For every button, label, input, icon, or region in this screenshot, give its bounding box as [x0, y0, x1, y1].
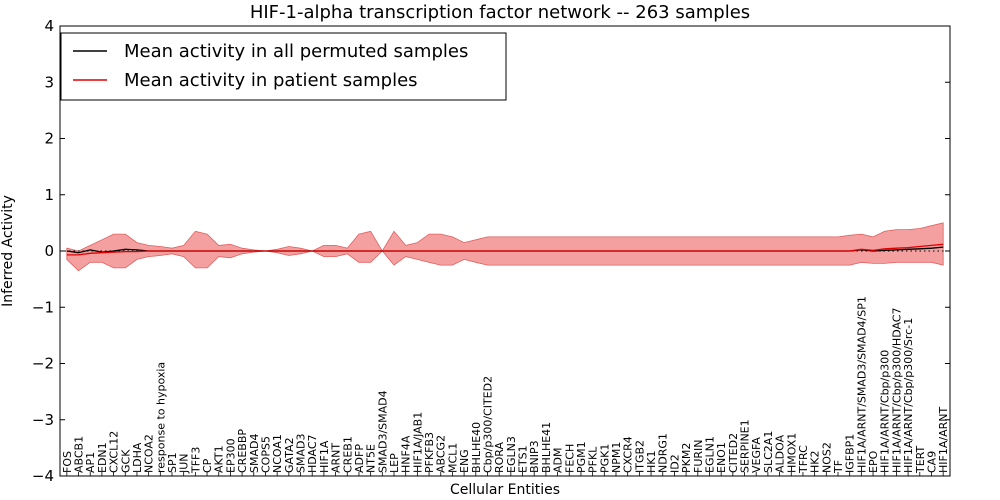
patient-mean-line — [66, 243, 944, 256]
x-tick-label: ETS1 — [517, 445, 530, 473]
x-tick-label: CXCL12 — [108, 431, 121, 473]
y-tick-label: 0 — [44, 242, 54, 260]
x-tick-label: HK1 — [645, 451, 658, 473]
legend-label: Mean activity in patient samples — [124, 70, 418, 91]
x-tick-label: TFF3 — [189, 447, 202, 474]
x-tick-label: GCK — [119, 449, 132, 473]
x-tick-label: FECH — [563, 444, 576, 473]
x-tick-label: BNIP3 — [528, 440, 541, 473]
x-tick-label: CREBBP — [236, 429, 249, 473]
x-tick-label: NT5E — [365, 444, 378, 473]
x-tick-label: CP — [201, 458, 214, 473]
x-tick-label: PFKFB3 — [423, 432, 436, 473]
x-tick-label: HMOX1 — [785, 433, 798, 473]
x-tick-label: ABCG2 — [435, 435, 448, 473]
x-tick-label: ITGB2 — [633, 440, 646, 473]
x-tick-label: SP1 — [166, 452, 179, 473]
x-tick-label: HIF1A/ARNT/Cbp/p300/HDAC7 — [890, 308, 903, 474]
y-tick-label: 1 — [44, 186, 54, 204]
x-tick-label: NPM1 — [610, 442, 623, 473]
x-tick-label: EGLN3 — [505, 436, 518, 473]
x-tick-label: TERT — [914, 445, 927, 474]
x-tick-label: HIF1A/ARNT — [937, 407, 950, 473]
x-tick-label: FURIN — [692, 440, 705, 474]
x-tick-label: BHLHE41 — [540, 422, 553, 473]
x-tick-label: CXCR4 — [622, 436, 635, 473]
legend-box — [60, 32, 507, 101]
x-tick-label: HIF1A/ARNT/Cbp/p300 — [879, 350, 892, 473]
x-tick-label: SLC2A1 — [762, 431, 775, 473]
x-tick-label: ABCB1 — [73, 436, 86, 473]
x-tick-label: AKT1 — [213, 445, 226, 473]
x-axis-title: Cellular Entities — [450, 482, 560, 498]
x-tick-label: ENG — [458, 449, 471, 473]
x-tick-label: MCL1 — [446, 443, 459, 473]
x-tick-label: PKM2 — [680, 443, 693, 473]
x-tick-label: PGK1 — [598, 444, 611, 473]
x-tick-label: EDN1 — [96, 442, 109, 473]
x-tick-label: response to hypoxia — [154, 362, 167, 473]
x-tick-label: SMAD3/SMAD4 — [376, 390, 389, 473]
legend: Mean activity in all permuted samples Mea… — [60, 32, 507, 101]
x-tick-label: HIF1A/ARNT/Cbp/p300/Src-1 — [902, 318, 915, 473]
y-tick-label: −4 — [32, 467, 54, 485]
x-tick-label: NDRG1 — [657, 433, 670, 473]
x-tick-label: GATA2 — [283, 437, 296, 473]
x-tick-label: BHLHE40 — [470, 422, 483, 473]
chart-title: HIF-1-alpha transcription factor network… — [250, 2, 750, 23]
y-tick-label: −1 — [32, 298, 54, 316]
x-tick-label: ADM — [552, 448, 565, 474]
y-axis-title: Inferred Activity — [0, 195, 16, 307]
x-tick-label: Cbp/p300/CITED2 — [482, 376, 495, 473]
x-tick-label: TFRC — [797, 445, 810, 474]
x-tick-label: ALDOA — [774, 434, 787, 473]
plot-area: −4 −3 −2 −1 0 1 2 3 4 FOSABCB1AP1EDN1CXCL12GCKLDH… — [32, 17, 951, 485]
x-tick-label: ENO1 — [715, 442, 728, 473]
x-tick-label: CREB1 — [341, 436, 354, 473]
x-tick-label: VEGFA — [750, 437, 763, 473]
x-tick-label: EGLN1 — [704, 436, 717, 473]
x-tick-label: CA9 — [926, 451, 939, 473]
x-tick-label: ARNT — [330, 443, 343, 473]
x-tick-label: SMAD4 — [248, 434, 261, 473]
legend-label: Mean activity in all permuted samples — [124, 41, 468, 62]
x-tick-label: FOS — [61, 451, 74, 473]
y-tick-label: 4 — [44, 17, 54, 35]
x-tick-label: NCOA2 — [143, 434, 156, 473]
x-tick-label: LDHA — [131, 442, 144, 473]
x-tick-label: HIF1A/ARNT/SMAD3/SMAD4/SP1 — [855, 296, 868, 473]
y-tick-label: 3 — [44, 73, 54, 91]
x-tick-label: RORA — [493, 442, 506, 473]
x-tick-label: AP1 — [84, 452, 97, 473]
y-tick-label: −2 — [32, 355, 54, 373]
x-tick-label: HIF1A — [318, 440, 331, 473]
x-tick-label: ADFP — [353, 444, 366, 473]
x-tick-label: IGFBP1 — [844, 434, 857, 473]
x-tick-label: COPS5 — [260, 436, 273, 473]
x-tick-label: NOS2 — [820, 442, 833, 473]
confidence-band — [66, 222, 944, 272]
x-tick-label: JUN — [178, 453, 191, 474]
x-tick-label: EP300 — [224, 438, 237, 473]
y-tick-label: −3 — [32, 411, 54, 429]
x-tick-label: SMAD3 — [295, 434, 308, 473]
x-tick-label: PGM1 — [575, 441, 588, 473]
x-tick-label: HIF1A/JAB1 — [411, 412, 424, 473]
x-tick-label: ID2 — [668, 454, 681, 473]
x-tick-label: EPO — [867, 450, 880, 473]
x-tick-label: HNF4A — [400, 435, 413, 473]
x-tick-label: SERPINE1 — [739, 419, 752, 473]
x-tick-label: LEP — [388, 453, 401, 473]
y-tick-label: 2 — [44, 130, 54, 148]
x-tick-label: NCOA1 — [271, 434, 284, 473]
x-tick-label: TF — [832, 460, 845, 474]
x-tick-label: CITED2 — [727, 433, 740, 473]
x-tick-label: PFKL — [587, 446, 600, 473]
x-tick-label: HK2 — [809, 451, 822, 473]
x-tick-label: HDAC7 — [306, 434, 319, 473]
